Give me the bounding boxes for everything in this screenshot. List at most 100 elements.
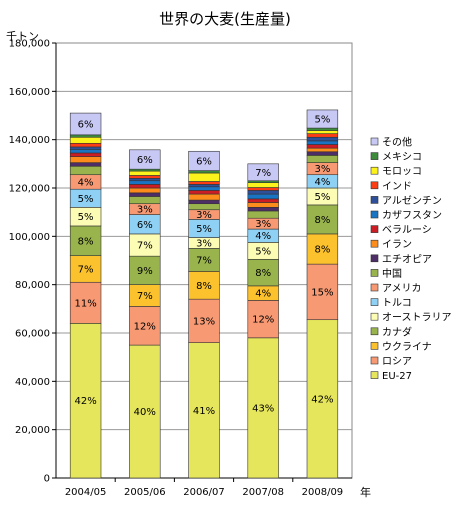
bar-segment: [69, 156, 102, 163]
legend-swatch: [370, 269, 379, 277]
data-label: 8%: [255, 268, 271, 279]
data-label: 7%: [196, 255, 212, 266]
bar-segment: [69, 165, 102, 176]
bar-segment: [69, 112, 102, 136]
legend-swatch: [370, 166, 379, 175]
legend-swatch: [370, 342, 379, 350]
bar-segment: [188, 186, 220, 191]
bar-segment: [129, 149, 161, 170]
data-label: 42%: [74, 396, 96, 407]
y-tick-label: 180,000: [9, 39, 50, 50]
legend-swatch: [370, 312, 379, 321]
legend-swatch: [370, 210, 379, 219]
bar-segment: [247, 182, 279, 188]
data-label: 43%: [252, 403, 274, 414]
bar-segment: [129, 196, 161, 205]
legend-label: 中国: [382, 267, 402, 280]
bar-segment: [69, 136, 102, 144]
x-tick-label: 2007/08: [242, 487, 284, 498]
y-tick-label: 20,000: [15, 425, 50, 436]
bar-segment: [69, 281, 102, 324]
legend-swatch: [370, 152, 379, 160]
bar-segment: [188, 203, 220, 211]
data-label: 6%: [196, 156, 212, 167]
bar-segment: [247, 163, 279, 182]
bar-segment: [69, 225, 102, 256]
bar-segment: [306, 140, 339, 145]
bar-segment: [69, 149, 102, 154]
data-label: 6%: [137, 220, 153, 231]
legend-swatch: [370, 298, 379, 306]
x-tick-label: 2004/05: [65, 487, 107, 498]
bar-segment: [188, 298, 220, 343]
data-label: 3%: [255, 219, 271, 230]
data-label: 12%: [252, 315, 274, 326]
data-label: 41%: [193, 406, 215, 417]
legend-label: オーストラリア: [382, 312, 451, 324]
data-label: 3%: [137, 205, 153, 216]
bar-segment: [188, 150, 220, 171]
data-label: 7%: [78, 264, 94, 275]
data-label: 6%: [137, 155, 153, 166]
legend-label: カナダ: [382, 325, 412, 338]
y-tick-label: 140,000: [9, 135, 50, 146]
data-label: 4%: [255, 289, 271, 300]
bar-segment: [247, 337, 279, 479]
data-label: 3%: [314, 164, 330, 175]
bar-segment: [69, 323, 102, 479]
data-label: 8%: [78, 236, 94, 247]
legend-swatch: [370, 239, 379, 248]
bar-segment: [247, 207, 279, 212]
bar-segment: [306, 147, 339, 153]
bar-segment: [69, 146, 102, 150]
data-label: 12%: [134, 321, 156, 332]
y-tick-label: 80,000: [15, 280, 50, 291]
bar-segment: [69, 142, 102, 148]
chart-title: 世界の大麦(生産量): [159, 10, 291, 28]
legend-label: イラン: [382, 239, 412, 251]
data-label: 5%: [314, 115, 330, 126]
bar-segment: [188, 184, 220, 188]
data-label: 7%: [137, 241, 153, 252]
legend-swatch: [370, 225, 379, 233]
bar-segment: [129, 178, 161, 182]
legend-label: その他: [382, 136, 412, 149]
bar-segment: [129, 344, 161, 479]
data-label: 5%: [255, 246, 271, 257]
bar-segment: [247, 258, 279, 287]
data-label: 7%: [255, 168, 271, 179]
bar-segment: [69, 134, 102, 138]
data-label: 42%: [311, 394, 333, 405]
legend-swatch: [370, 356, 379, 365]
x-tick-label: 2005/06: [124, 487, 166, 498]
data-label: 5%: [314, 192, 330, 203]
bar-segment: [129, 192, 161, 197]
bar-segment: [129, 180, 161, 185]
y-tick-label: 40,000: [15, 377, 50, 388]
legend-label: ベラルーシ: [382, 224, 432, 236]
bar-segment: [247, 190, 279, 195]
bar-segment: [247, 193, 279, 200]
bar-segment: [69, 255, 102, 283]
data-label: 5%: [78, 194, 94, 205]
data-label: 3%: [196, 238, 212, 249]
data-label: 4%: [78, 177, 94, 188]
y-tick-label: 160,000: [9, 87, 50, 98]
bar-segment: [306, 133, 339, 138]
bar-segment: [188, 271, 220, 300]
legend-label: アルゼンチン: [382, 195, 442, 207]
data-label: 4%: [314, 177, 330, 188]
bar-segment: [306, 319, 339, 479]
bar-segment: [306, 144, 339, 149]
bar-segment: [188, 342, 220, 479]
bar-segment: [306, 155, 339, 163]
bar-segment: [306, 151, 339, 156]
data-label: 8%: [314, 215, 330, 226]
bar-segment: [69, 162, 102, 167]
bar-segment: [306, 136, 339, 142]
x-axis-unit: 年: [360, 485, 371, 499]
x-tick-label: 2008/09: [302, 487, 344, 498]
bar-segment: [188, 181, 220, 185]
bar-segment: [247, 198, 279, 203]
bar-segment: [306, 233, 339, 265]
